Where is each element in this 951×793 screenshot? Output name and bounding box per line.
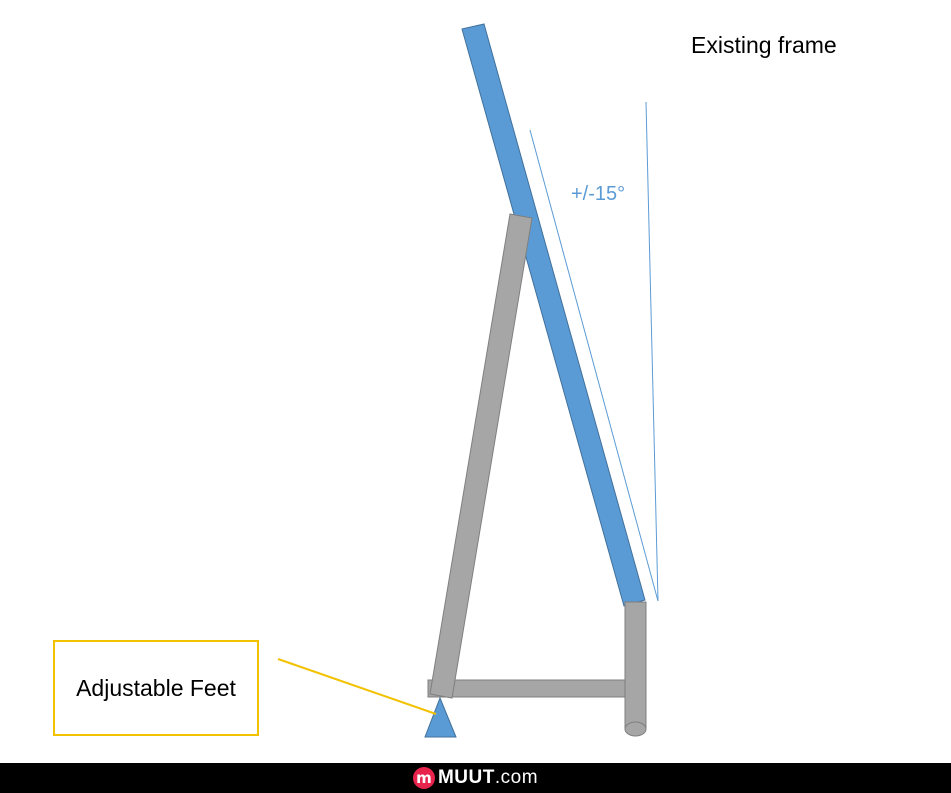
base-rail xyxy=(427,679,629,698)
adjustable-feet-label: Adjustable Feet xyxy=(76,674,236,701)
vertical-post-end xyxy=(624,721,647,737)
angle-reference-line-vertical xyxy=(645,101,659,602)
adjustable-foot xyxy=(424,696,457,738)
brand-domain: .com xyxy=(494,767,539,788)
footer-bar: m MUUT.com xyxy=(0,763,951,793)
existing-frame-bar xyxy=(461,23,646,607)
angle-reference-line-tilted xyxy=(529,129,659,602)
angled-support-leg xyxy=(429,213,533,699)
vertical-post xyxy=(624,601,647,730)
brand-name: MUUT xyxy=(437,767,495,788)
existing-frame-label: Existing frame xyxy=(691,32,837,58)
brand-link[interactable]: m MUUT.com xyxy=(412,767,538,789)
adjustable-feet-callout: Adjustable Feet xyxy=(53,640,259,736)
brand-wordmark: MUUT.com xyxy=(438,767,538,789)
callout-connector-line xyxy=(277,658,437,715)
angle-label: +/-15° xyxy=(571,183,626,205)
muut-logo-icon: m xyxy=(412,767,435,789)
